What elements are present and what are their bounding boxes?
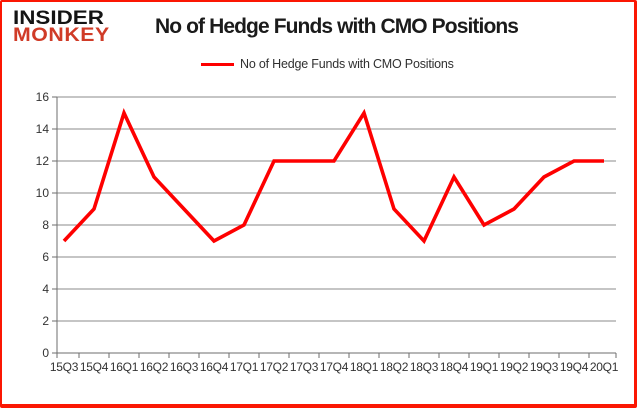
y-tick-label: 14	[36, 122, 50, 136]
x-tick-label: 16Q4	[200, 360, 229, 374]
series-line	[62, 108, 604, 245]
y-tick-label: 4	[42, 282, 49, 296]
legend-label: No of Hedge Funds with CMO Positions	[240, 57, 454, 71]
y-tick-label: 0	[42, 346, 49, 360]
x-tick-label: 17Q4	[320, 360, 349, 374]
x-tick-label: 19Q2	[500, 360, 529, 374]
x-tick-label: 18Q1	[350, 360, 379, 374]
x-tick-label: 15Q4	[80, 360, 109, 374]
x-tick-label: 17Q2	[260, 360, 289, 374]
x-tick-label: 19Q4	[560, 360, 589, 374]
x-tick-label: 20Q1	[590, 360, 619, 374]
legend-line-swatch	[201, 62, 234, 66]
y-tick-label: 12	[36, 154, 50, 168]
y-tick-label: 6	[42, 250, 49, 264]
x-tick-label: 17Q3	[290, 360, 319, 374]
chart-title: No of Hedge Funds with CMO Positions	[155, 15, 519, 38]
x-axis-labels: 15Q3 15Q4 16Q1 16Q2 16Q3 16Q4 17Q1 17Q2 17Q3 17Q4…	[50, 360, 619, 374]
logo-insider-text: INSIDER	[13, 8, 104, 29]
x-tick-label: 15Q3	[50, 360, 79, 374]
x-tick-label: 16Q2	[140, 360, 169, 374]
gridlines	[57, 96, 616, 322]
axes: 0 2 4 6 8 10 12 14 16	[36, 90, 617, 360]
y-tick-label: 8	[42, 218, 49, 232]
y-tick-label: 16	[36, 90, 50, 104]
x-tick-label: 18Q3	[410, 360, 439, 374]
legend: No of Hedge Funds with CMO Positions	[201, 57, 454, 71]
x-tick-label: 18Q4	[440, 360, 469, 374]
y-tick-label: 2	[42, 314, 49, 328]
x-tick-label: 18Q2	[380, 360, 409, 374]
x-tick-label: 16Q1	[110, 360, 139, 374]
x-tick-label: 17Q1	[230, 360, 259, 374]
y-tick-label: 10	[36, 186, 50, 200]
x-tick-label: 16Q3	[170, 360, 199, 374]
insider-monkey-logo: INSIDER MONKEY	[13, 9, 109, 45]
logo-monkey-text: MONKEY	[13, 25, 110, 46]
x-tick-label: 19Q3	[530, 360, 559, 374]
x-tick-label: 19Q1	[470, 360, 499, 374]
